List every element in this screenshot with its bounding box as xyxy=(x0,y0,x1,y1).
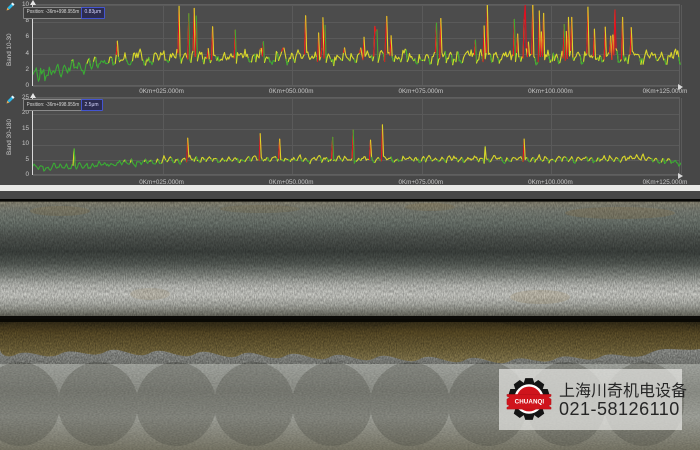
svg-text:CHUANQI: CHUANQI xyxy=(515,398,545,405)
